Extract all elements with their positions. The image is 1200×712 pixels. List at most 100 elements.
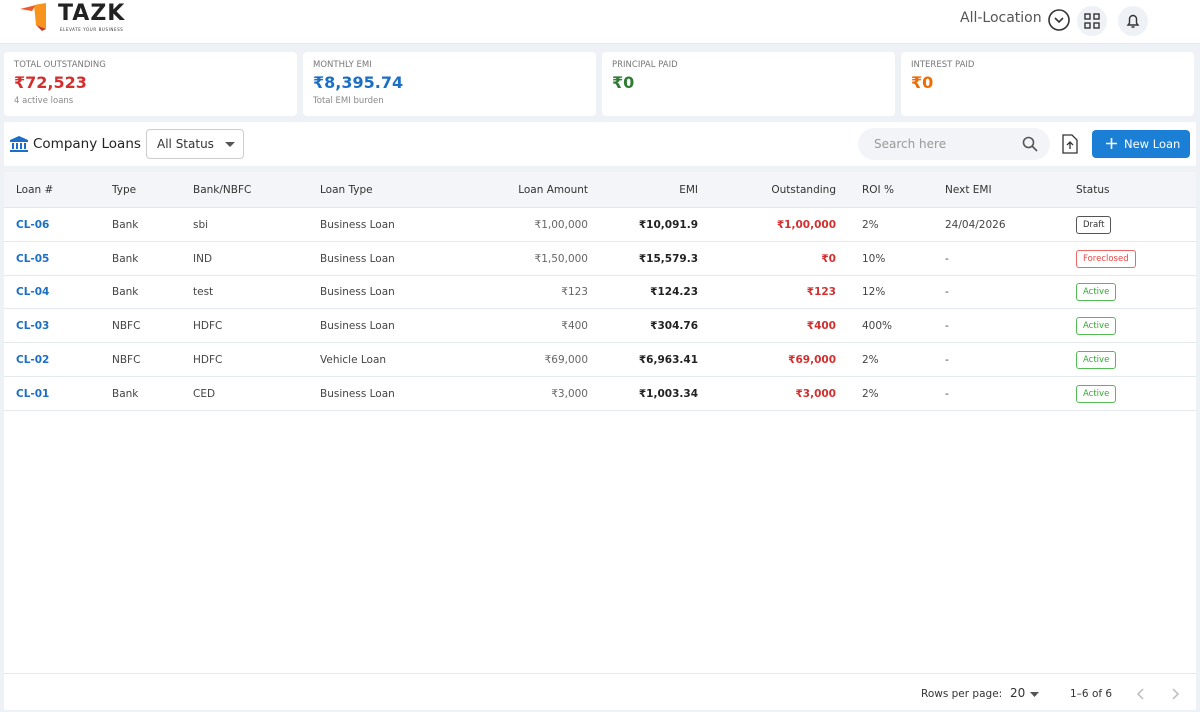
status-badge: Active bbox=[1076, 350, 1117, 369]
cell: ₹1,50,000 bbox=[534, 252, 588, 265]
cell: 2% bbox=[862, 387, 879, 400]
section-title: Company Loans bbox=[33, 136, 141, 152]
toolbar: Company Loans All Status Search here New… bbox=[4, 122, 1196, 166]
stat-value: ₹0 bbox=[612, 73, 635, 92]
cell: ₹400 bbox=[806, 320, 836, 333]
table-header: Loan # Type Bank/NBFC Loan Type Loan Amount E… bbox=[4, 172, 1196, 208]
page-range: 1–6 of 6 bbox=[1070, 688, 1113, 700]
cell: NBFC bbox=[112, 353, 141, 366]
loan-id-link[interactable]: CL-03 bbox=[16, 320, 50, 333]
cell: ₹0 bbox=[821, 252, 836, 265]
search-input[interactable]: Search here bbox=[858, 128, 1050, 160]
stat-value: ₹0 bbox=[911, 73, 934, 92]
loan-id-link[interactable]: CL-05 bbox=[16, 252, 50, 265]
column-header: Bank/NBFC bbox=[193, 184, 252, 196]
column-header: ROI % bbox=[862, 184, 894, 196]
pagination: Rows per page: 20 1–6 of 6 bbox=[4, 673, 1196, 710]
column-header: Loan # bbox=[16, 184, 54, 196]
table-row: CL-04 Bank test Business Loan ₹123 ₹124.23 ₹12… bbox=[4, 275, 1196, 310]
stat-label: TOTAL OUTSTANDING bbox=[14, 60, 106, 70]
cell: Bank bbox=[112, 286, 139, 299]
stat-value: ₹72,523 bbox=[14, 73, 87, 92]
column-header: Loan Amount bbox=[518, 184, 588, 196]
status-filter-value: All Status bbox=[157, 137, 214, 151]
cell: ₹1,00,000 bbox=[534, 219, 588, 231]
loan-id-link[interactable]: CL-04 bbox=[16, 286, 50, 299]
loan-id-link[interactable]: CL-01 bbox=[16, 387, 50, 400]
apps-button[interactable] bbox=[1077, 6, 1107, 36]
status-badge: Foreclosed bbox=[1076, 249, 1136, 268]
cell: sbi bbox=[193, 219, 209, 231]
new-loan-label: New Loan bbox=[1124, 137, 1181, 151]
cell: ₹10,091.9 bbox=[638, 219, 698, 231]
cell: Vehicle Loan bbox=[320, 353, 387, 366]
stat-label: MONTHLY EMI bbox=[313, 60, 372, 70]
cell: Business Loan bbox=[320, 387, 395, 400]
column-header: Status bbox=[1076, 184, 1110, 196]
tagline: ELEVATE YOUR BUSINESS bbox=[60, 27, 124, 32]
cell: - bbox=[945, 320, 949, 333]
cell: 24/04/2026 bbox=[945, 219, 1006, 231]
cell: 2% bbox=[862, 219, 879, 231]
table-row: CL-01 Bank CED Business Loan ₹3,000 ₹1,003.34… bbox=[4, 377, 1196, 411]
cell: NBFC bbox=[112, 320, 141, 333]
cell: ₹1,003.34 bbox=[638, 387, 698, 400]
cell: ₹6,963.41 bbox=[638, 353, 698, 366]
column-header: Loan Type bbox=[320, 184, 373, 196]
status-badge: Active bbox=[1076, 283, 1117, 302]
rows-dropdown[interactable] bbox=[1030, 692, 1039, 697]
cell: HDFC bbox=[193, 320, 223, 333]
status-filter[interactable]: All Status bbox=[146, 129, 244, 159]
cell: Bank bbox=[112, 387, 139, 400]
table-row: CL-05 Bank IND Business Loan ₹1,50,000 ₹15,57… bbox=[4, 242, 1196, 276]
cell: - bbox=[945, 286, 949, 299]
cell: Business Loan bbox=[320, 286, 395, 299]
stat-card: TOTAL OUTSTANDING ₹72,523 4 active loans bbox=[4, 52, 297, 116]
cell: HDFC bbox=[193, 353, 223, 366]
search-placeholder: Search here bbox=[874, 137, 947, 151]
cell: test bbox=[193, 286, 214, 299]
cell: 12% bbox=[862, 286, 886, 299]
notifications-button[interactable] bbox=[1118, 6, 1148, 36]
new-loan-button[interactable]: New Loan bbox=[1092, 130, 1190, 158]
cell: ₹123 bbox=[561, 286, 588, 299]
rows-per-page-label: Rows per page: bbox=[921, 688, 1003, 700]
logo-mark bbox=[20, 3, 46, 31]
cell: CED bbox=[193, 387, 216, 400]
column-header: Type bbox=[112, 184, 137, 196]
cell: IND bbox=[193, 252, 213, 265]
stat-value: ₹8,395.74 bbox=[313, 73, 404, 92]
table-row: CL-06 Bank sbi Business Loan ₹1,00,000 ₹10,09… bbox=[4, 208, 1196, 242]
stat-card: INTEREST PAID ₹0 bbox=[901, 52, 1194, 116]
location[interactable]: All-Location bbox=[960, 10, 1042, 26]
rows-per-page[interactable]: 20 bbox=[1010, 686, 1026, 700]
stat-label: INTEREST PAID bbox=[911, 60, 975, 70]
export-button[interactable] bbox=[1062, 134, 1078, 154]
cell: Business Loan bbox=[320, 219, 395, 231]
cell: ₹15,579.3 bbox=[638, 252, 698, 265]
cell: ₹69,000 bbox=[788, 353, 836, 366]
table-row: CL-03 NBFC HDFC Business Loan ₹400 ₹304.76 ₹40… bbox=[4, 309, 1196, 344]
cell: - bbox=[945, 252, 949, 265]
cell: Bank bbox=[112, 252, 139, 265]
location-dropdown[interactable] bbox=[1047, 8, 1071, 32]
status-badge: Draft bbox=[1076, 216, 1112, 234]
loan-id-link[interactable]: CL-02 bbox=[16, 353, 50, 366]
stat-card: MONTHLY EMI ₹8,395.74 Total EMI burden bbox=[303, 52, 596, 116]
cell: ₹3,000 bbox=[795, 387, 836, 400]
logo-text: TAZK bbox=[58, 1, 126, 26]
cell: ₹123 bbox=[806, 286, 836, 299]
stat-note: Total EMI burden bbox=[313, 96, 384, 106]
cell: - bbox=[945, 387, 949, 400]
cell: ₹124.23 bbox=[650, 286, 698, 299]
loan-id-link[interactable]: CL-06 bbox=[16, 219, 50, 231]
prev-page[interactable] bbox=[1136, 688, 1146, 700]
cell: ₹69,000 bbox=[544, 353, 588, 366]
stat-note: 4 active loans bbox=[14, 96, 74, 106]
next-page[interactable] bbox=[1170, 688, 1180, 700]
status-badge: Active bbox=[1076, 384, 1117, 403]
column-header: Outstanding bbox=[771, 184, 836, 196]
top-bar: TAZK ELEVATE YOUR BUSINESS All-Location bbox=[0, 0, 1200, 44]
cell: ₹3,000 bbox=[551, 387, 588, 400]
